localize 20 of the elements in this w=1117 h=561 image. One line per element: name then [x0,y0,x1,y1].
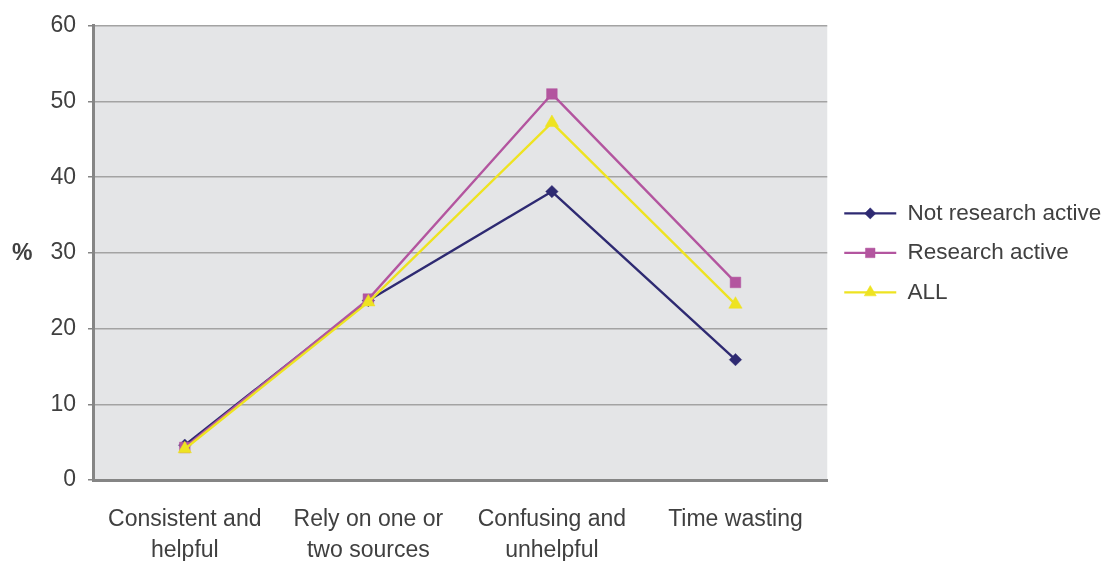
point [728,296,743,309]
point [729,276,742,288]
y-tick-label: 40 [50,162,76,189]
point [729,353,742,367]
y-tick-label: 60 [50,11,76,38]
legend-label: Not research active [907,199,1102,225]
x-tick-label: Confusing and unhelpful [477,504,627,561]
x-tick-label: Rely on one or two sources [293,504,444,561]
y-tick-label: 0 [63,465,76,492]
y-tick-label: 50 [50,86,76,113]
point [546,88,558,100]
y-tick-label: 10 [50,389,76,416]
legend-label: ALL [907,278,948,304]
legend-label: Research active [907,239,1069,265]
y-tick-label: 30 [50,238,76,265]
x-tick-label: Consistent and helpful [108,504,262,561]
y-axis-title: % [12,239,33,266]
y-tick-label: 20 [50,313,76,340]
x-tick-label: Time wasting [668,504,803,531]
point [545,185,559,199]
